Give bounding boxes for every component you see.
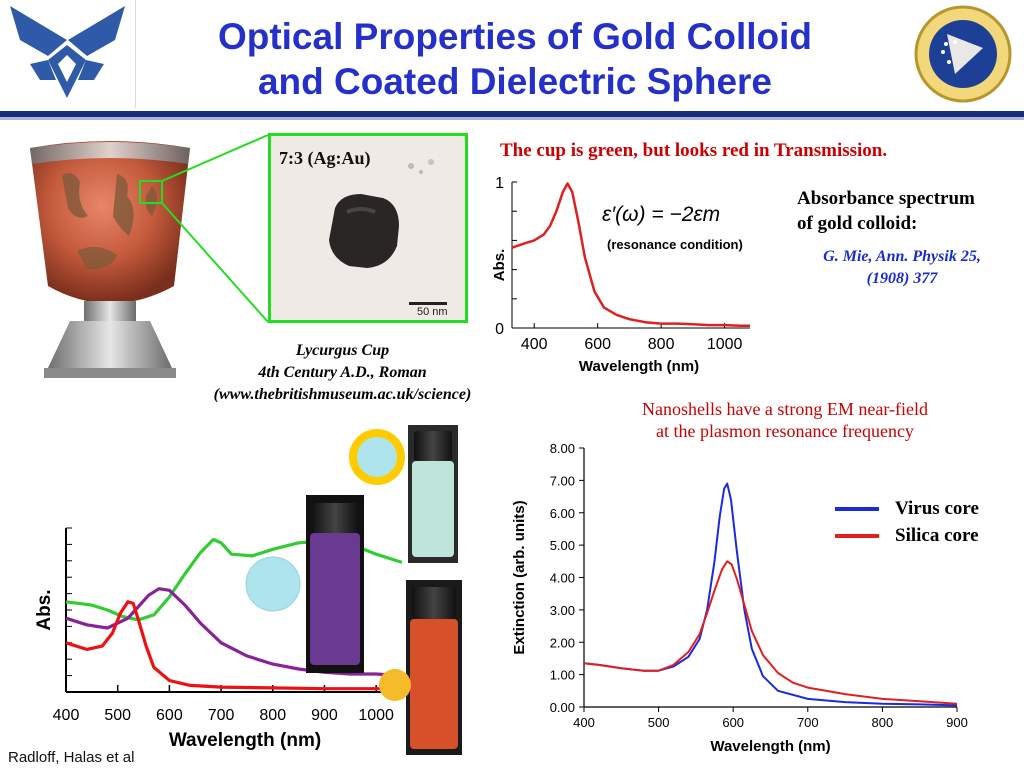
chart2-x-tick-label: 800 [259,707,286,724]
resonance-annotation: (resonance condition) [607,237,743,252]
nanoshell-absorbance-chart: 400 500 600 700 800 900 1000 Wavelength (nm) Abs… [34,527,403,751]
cup-caption-line-1: Lycurgus Cup [295,342,390,359]
chart3-y-tick-label: 1.00 [550,668,575,683]
chart3-series-line-silica-core [583,560,958,705]
extinction-chart: 0.00 1.00 2.00 3.00 4.00 5.00 6.00 7.00 8.00 400 5… [511,441,968,755]
absorbance-note-line-1: Absorbance spectrum [797,188,975,209]
lycurgus-cup-image [22,136,198,386]
chart2-x-tick-label: 700 [208,707,235,724]
title-line-1: Optical Properties of Gold Colloid [217,16,813,57]
chart1-series-line-0 [511,182,750,328]
cup-caption-line-2: 4th Century A.D., Roman [258,364,427,381]
chart3-y-tick-label: 0.00 [550,700,575,715]
legend-label-virus: Virus core [895,498,979,519]
chart2-x-tick-label: 1000 [358,707,394,724]
chart3-y-tick-label: 6.00 [550,506,575,521]
chart1-y-tick-label: 1 [495,175,504,192]
chart2-x-tick-label: 400 [53,707,80,724]
afrl-seal [905,2,1021,108]
legend-swatch-virus [835,507,879,511]
chart1-x-tick-label: 1000 [707,336,743,353]
legend-swatch-silica [835,534,879,538]
title-line-2: and Coated Dielectric Sphere [257,61,773,102]
gold-absorbance-chart: 400 600 800 1000 0 1 Wavelength (nm) Abs. ε′(ω) … [491,175,750,375]
chart3-y-tick-label: 5.00 [550,538,575,553]
nanoshell-note-line-1: Nanoshells have a strong EM near-field [641,399,929,419]
resonance-formula: ε′(ω) = −2εm [602,203,720,226]
chart3-x-axis-label: Wavelength (nm) [710,738,830,755]
chart3-x-tick-label: 700 [797,715,819,730]
chart1-y-axis-label: Abs. [491,249,508,282]
chart3-y-tick-label: 7.00 [550,473,575,488]
chart1-x-tick-label: 600 [584,336,611,353]
nanoshell-note-line-2: at the plasmon resonance frequency [656,421,914,441]
footer-credit: Radloff, Halas et al [8,749,135,766]
slide-title: Optical Properties of Gold Colloid and C… [150,14,880,104]
mie-citation-line-1: G. Mie, Ann. Physik 25, [823,248,981,265]
mie-citation-line-2: (1908) 377 [866,270,938,287]
chart3-y-tick-label: 2.00 [550,635,575,650]
scale-bar-label: 50 nm [417,306,448,318]
chart3-x-tick-label: 800 [872,715,894,730]
chart1-y-tick-label: 0 [495,321,504,338]
chart1-x-axis-label: Wavelength (nm) [579,358,699,375]
absorbance-note-line-2: of gold colloid: [797,213,918,234]
chart3-x-tick-label: 500 [648,715,670,730]
mie-citation: G. Mie, Ann. Physik 25, (1908) 377 [797,246,1007,290]
transmission-note: The cup is green, but looks red in Trans… [500,140,888,161]
afrl-seal-icon [914,5,1012,103]
chart2-series-line-2 [65,600,402,691]
vials-illustration [240,425,462,755]
chart3-x-tick-label: 600 [722,715,744,730]
header-rule [0,111,1024,117]
chart3-x-tick-label: 400 [573,715,595,730]
legend-label-silica: Silica core [895,525,979,546]
cup-caption: Lycurgus Cup 4th Century A.D., Roman (ww… [170,340,515,406]
chart2-x-tick-label: 600 [156,707,183,724]
nanoshell-note: Nanoshells have a strong EM near-field a… [585,398,985,442]
chart2-x-tick-label: 900 [311,707,338,724]
chart3-y-tick-label: 8.00 [550,441,575,456]
chart2-y-axis-label: Abs. [34,589,55,630]
absorbance-note: Absorbance spectrum of gold colloid: [797,186,1022,236]
extinction-legend: Virus core Silica core [835,498,1015,558]
air-force-wings-icon [10,6,125,98]
cup-caption-line-3: (www.thebritishmuseum.ac.uk/science) [213,386,472,403]
tem-micrograph: 7:3 (Ag:Au) 50 nm [268,133,468,323]
chart2-x-axis-label: Wavelength (nm) [169,730,321,751]
chart3-y-axis-label: Extinction (arb. units) [511,500,528,654]
chart3-x-tick-label: 900 [946,715,968,730]
air-force-logo [0,0,136,108]
chart3-y-tick-label: 3.00 [550,603,575,618]
chart3-y-tick-label: 4.00 [550,571,575,586]
chart1-x-tick-label: 800 [648,336,675,353]
chart1-x-tick-label: 400 [521,336,548,353]
chart2-x-tick-label: 500 [104,707,131,724]
micrograph-label: 7:3 (Ag:Au) [279,148,371,168]
header-rule-light [0,117,1024,120]
